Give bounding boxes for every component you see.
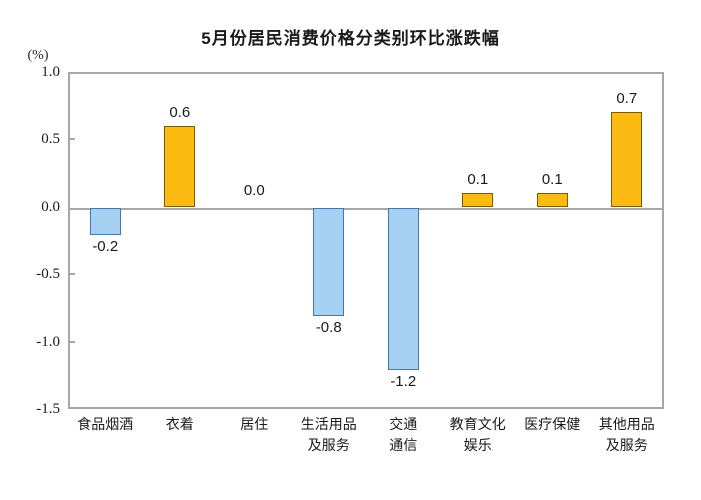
y-tick-label-1.0: 1.0 (41, 64, 60, 80)
bar-1 (164, 125, 196, 207)
bar-0 (89, 207, 121, 235)
y-axis-unit-label: (%) (27, 48, 49, 63)
bar-3 (313, 207, 345, 316)
bar-7 (611, 112, 643, 207)
category-label-4: 交通 通信 (389, 416, 418, 453)
category-label-7: 其他用品 及服务 (598, 416, 655, 453)
value-label-4: -1.2 (390, 372, 417, 390)
y-tick-mark-0.5 (70, 138, 75, 141)
category-label-0: 食品烟酒 (77, 416, 134, 432)
category-label-3: 生活用品 及服务 (300, 416, 357, 453)
bar-5 (462, 193, 494, 207)
y-tick-label-0.5: 0.5 (41, 131, 60, 148)
zero-axis-line (70, 207, 662, 210)
category-label-6: 医疗保健 (524, 416, 581, 432)
y-tick-label--1.5: -1.5 (36, 401, 60, 417)
value-label-0: -0.2 (92, 237, 119, 255)
category-label-5: 教育文化 娱乐 (449, 416, 506, 453)
value-label-2: 0.0 (243, 181, 265, 199)
y-tick-mark--1.0 (70, 340, 75, 343)
value-label-3: -0.8 (315, 318, 342, 336)
bar-4 (387, 207, 419, 370)
value-label-7: 0.7 (616, 90, 638, 108)
bar-6 (536, 193, 568, 207)
value-label-1: 0.6 (169, 103, 191, 121)
value-label-5: 0.1 (467, 171, 489, 189)
y-tick-mark--0.5 (70, 273, 75, 276)
y-tick-label--1.0: -1.0 (36, 333, 60, 350)
y-tick-label--0.5: -0.5 (36, 266, 60, 283)
value-label-6: 0.1 (541, 171, 563, 189)
category-label-1: 衣着 (165, 416, 194, 432)
y-tick-label-0.0: 0.0 (41, 198, 60, 215)
category-label-2: 居住 (240, 416, 269, 432)
chart-title: 5月份居民消费价格分类别环比涨跌幅 (201, 29, 500, 48)
